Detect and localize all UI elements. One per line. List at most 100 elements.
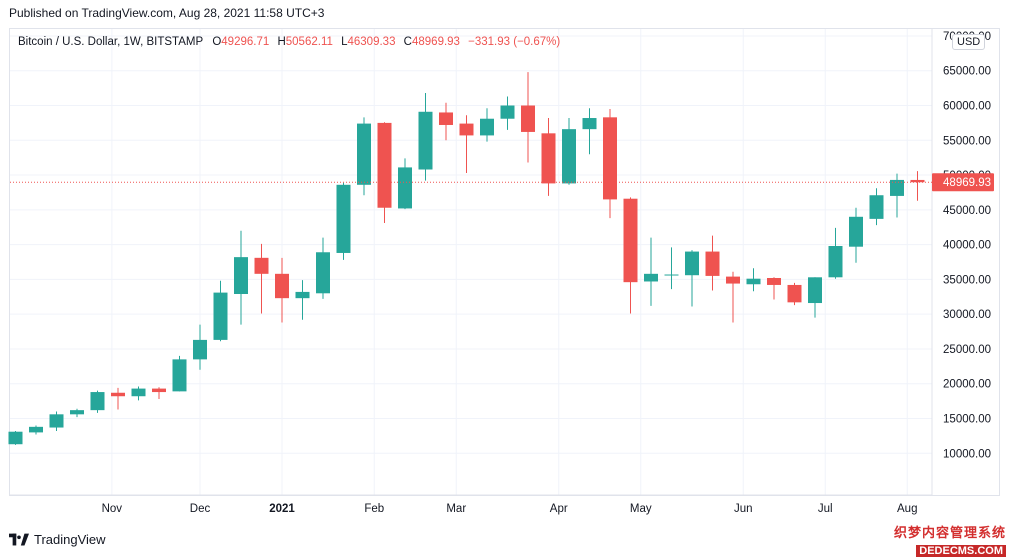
candle-body bbox=[336, 184, 351, 253]
candle bbox=[377, 122, 392, 224]
candle-body bbox=[480, 118, 494, 136]
watermark: 织梦内容管理系统 DEDECMS.COM bbox=[894, 522, 1006, 559]
close-label: C bbox=[403, 36, 412, 48]
brand-name[interactable]: TradingView bbox=[34, 532, 106, 547]
candle-body bbox=[377, 122, 392, 208]
candle bbox=[213, 280, 228, 342]
low-label: L bbox=[341, 36, 348, 48]
candle-body bbox=[213, 292, 228, 340]
candle bbox=[90, 390, 105, 413]
candle-body bbox=[910, 179, 925, 183]
x-tick-label: Mar bbox=[446, 503, 466, 515]
candle-body bbox=[705, 251, 720, 276]
candle bbox=[418, 92, 433, 181]
last-price-label: 48969.93 bbox=[943, 177, 991, 189]
candle-body bbox=[234, 257, 248, 294]
x-tick-label: Dec bbox=[190, 503, 211, 515]
x-tick-label: Jun bbox=[734, 503, 753, 515]
candle bbox=[562, 118, 576, 185]
close-value: 48969.93 bbox=[411, 36, 460, 48]
y-tick-label: 35000.00 bbox=[943, 274, 991, 286]
high-label: H bbox=[277, 36, 286, 48]
tradingview-logo-icon[interactable] bbox=[9, 533, 29, 547]
x-tick-label: Jul bbox=[818, 503, 833, 515]
candle bbox=[705, 235, 720, 291]
candle bbox=[828, 227, 843, 279]
low-value: 46309.33 bbox=[347, 36, 396, 48]
watermark-url: DEDECMS.COM bbox=[916, 545, 1006, 557]
candle bbox=[521, 72, 535, 163]
candle-body bbox=[193, 339, 207, 360]
candle bbox=[767, 277, 781, 300]
candle bbox=[582, 108, 597, 155]
candle-body bbox=[787, 284, 802, 303]
candle-body bbox=[398, 167, 412, 209]
candle-body bbox=[828, 246, 843, 278]
y-tick-label: 20000.00 bbox=[943, 379, 991, 391]
y-tick-label: 55000.00 bbox=[943, 135, 991, 147]
candle-body bbox=[8, 431, 23, 445]
candle bbox=[275, 257, 289, 323]
y-tick-label: 40000.00 bbox=[943, 240, 991, 252]
candle bbox=[890, 173, 904, 218]
candle bbox=[172, 355, 187, 392]
candle-body bbox=[746, 278, 761, 285]
candle bbox=[398, 158, 412, 210]
candle bbox=[746, 268, 761, 292]
candle-body bbox=[131, 388, 146, 397]
candle bbox=[8, 431, 23, 445]
candle bbox=[234, 230, 248, 325]
candle bbox=[603, 108, 617, 219]
high-value: 50562.11 bbox=[285, 36, 333, 48]
candle-body bbox=[275, 273, 289, 299]
candle bbox=[357, 117, 371, 196]
candle bbox=[439, 102, 453, 141]
candle-body bbox=[254, 257, 269, 274]
x-tick-label: May bbox=[630, 503, 652, 515]
candle-body bbox=[439, 112, 453, 125]
watermark-text: 织梦内容管理系统 bbox=[893, 525, 1006, 540]
candle-body bbox=[767, 277, 781, 285]
candle-body bbox=[890, 179, 904, 196]
candle-body bbox=[29, 426, 43, 433]
x-tick-label: Apr bbox=[550, 503, 568, 515]
candle-body bbox=[623, 198, 638, 283]
candle-body bbox=[582, 118, 597, 130]
candle bbox=[193, 324, 207, 370]
y-tick-label: 15000.00 bbox=[943, 413, 991, 425]
candle-body bbox=[685, 251, 699, 276]
candle bbox=[459, 115, 474, 173]
candle-body bbox=[500, 105, 515, 119]
x-tick-label: 2021 bbox=[269, 503, 295, 515]
candle-body bbox=[70, 410, 84, 415]
candle bbox=[869, 188, 884, 226]
candle-body bbox=[541, 133, 556, 184]
y-tick-label: 10000.00 bbox=[943, 448, 991, 460]
candles bbox=[8, 72, 925, 445]
candle-body bbox=[459, 123, 474, 136]
open-label: O bbox=[212, 36, 222, 48]
x-axis-labels: Nov Dec 2021 Feb Mar Apr May Jun Jul Aug bbox=[102, 503, 918, 515]
last-price-box bbox=[932, 173, 994, 192]
currency-badge[interactable]: USD bbox=[952, 34, 986, 50]
grid-lines bbox=[10, 29, 933, 496]
candle-body bbox=[418, 111, 433, 170]
y-tick-label: 30000.00 bbox=[943, 309, 991, 321]
symbol-legend: Bitcoin / U.S. Dollar, 1W, BITSTAMP O492… bbox=[18, 36, 565, 48]
candle-body bbox=[664, 274, 679, 276]
candle bbox=[910, 171, 925, 201]
candle bbox=[726, 271, 740, 323]
candle-body bbox=[808, 277, 822, 304]
candle-body bbox=[357, 123, 371, 185]
y-tick-label: 25000.00 bbox=[943, 344, 991, 356]
candle-body bbox=[644, 273, 658, 282]
candle bbox=[644, 237, 658, 306]
candle bbox=[480, 108, 494, 142]
last-price-line: 48969.93 bbox=[10, 173, 994, 192]
candle bbox=[70, 408, 84, 418]
candle bbox=[336, 182, 351, 260]
candle bbox=[623, 197, 638, 314]
candle-body bbox=[726, 276, 740, 284]
y-tick-label: 65000.00 bbox=[943, 66, 991, 78]
